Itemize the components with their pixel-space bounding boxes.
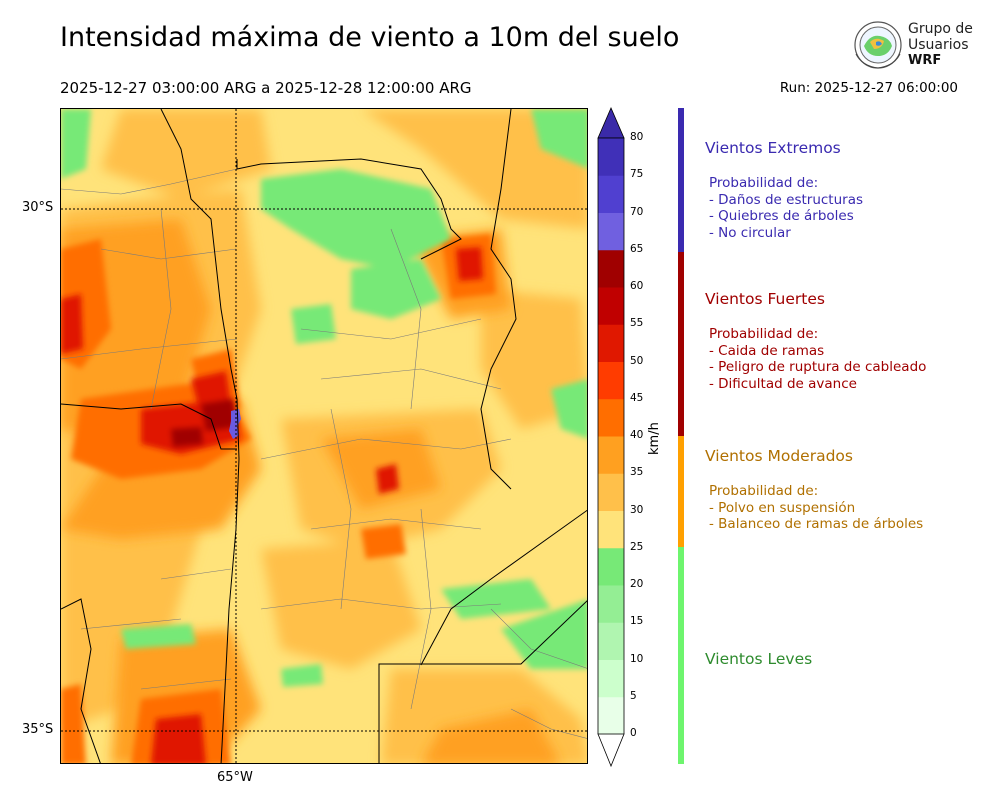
colorbar-tick-label: 55	[630, 317, 644, 330]
category-desc-line: Probabilidad de:	[709, 326, 819, 342]
colorbar-tick-label: 0	[630, 727, 637, 739]
category-bar-strong	[678, 252, 684, 436]
lat-label-35s: 35°S	[22, 722, 54, 737]
logo-text-line1: Grupo de	[908, 21, 973, 37]
colorbar-tick-label: 30	[630, 503, 644, 516]
colorbar-tick-label: 35	[630, 466, 644, 479]
page-title: Intensidad máxima de viento a 10m del su…	[60, 22, 680, 53]
colorbar-tick-label: 45	[630, 391, 644, 404]
colorbar-tick-label: 65	[630, 242, 644, 255]
colorbar-tick-label: 75	[630, 168, 644, 181]
colorbar-tick-label: 10	[630, 652, 644, 665]
colorbar-segment	[598, 510, 624, 549]
logo-text-line2: Usuarios	[908, 37, 969, 53]
colorbar-segment	[598, 696, 624, 735]
colorbar-tick-label: 25	[630, 540, 644, 553]
category-strong: Vientos Fuertes Probabilidad de: - Caida…	[705, 290, 926, 392]
colorbar-segment	[598, 547, 624, 586]
category-desc-line: Probabilidad de:	[709, 483, 819, 499]
colorbar-ticks: 0 5 10 15 20 25 30 35 40 45 50 55 60 65 70 75 80	[626, 0, 666, 800]
colorbar-under-arrow	[597, 733, 625, 768]
category-desc-line: - Balanceo de ramas de árboles	[709, 516, 924, 532]
category-desc-line: - Polvo en suspensión	[709, 499, 856, 516]
colorbar-graphic	[597, 106, 625, 768]
wind-field-map	[61, 109, 587, 763]
colorbar-segment	[598, 473, 624, 511]
colorbar	[596, 106, 626, 768]
category-desc-line: Probabilidad de:	[709, 175, 819, 191]
logo-graphic: Grupo de Usuarios WRF	[854, 21, 973, 69]
category-name: Vientos Leves	[705, 650, 813, 668]
date-range: 2025-12-27 03:00:00 ARG a 2025-12-28 12:…	[60, 79, 472, 97]
category-desc-line: - Quiebres de árboles	[709, 208, 854, 224]
colorbar-tick-label: 80	[630, 131, 644, 143]
colorbar-segment	[598, 212, 624, 251]
category-description: Probabilidad de: - Caida de ramas - Peli…	[709, 326, 926, 392]
category-moderate: Vientos Moderados Probabilidad de: - Pol…	[705, 447, 923, 533]
lon-label-65w: 65°W	[217, 770, 253, 785]
lat-label-30s: 30°S	[22, 200, 54, 215]
category-description: Probabilidad de: - Daños de estructuras …	[709, 175, 863, 241]
category-bar-light	[678, 547, 684, 764]
colorbar-tick-label: 40	[630, 429, 644, 441]
colorbar-tick-label: 50	[630, 354, 644, 367]
colorbar-tick-label: 15	[630, 615, 644, 628]
colorbar-segment	[598, 324, 624, 362]
wind-map	[60, 108, 588, 764]
colorbar-segment	[598, 175, 624, 213]
colorbar-segment	[598, 622, 624, 660]
colorbar-frame	[597, 137, 625, 735]
category-description: Probabilidad de: - Polvo en suspensión -…	[709, 483, 923, 533]
colorbar-tick-label: 5	[630, 689, 637, 702]
colorbar-over-arrow	[597, 106, 625, 139]
colorbar-segment	[598, 361, 624, 400]
severe-wind-areas	[171, 399, 237, 447]
run-timestamp: Run: 2025-12-27 06:00:00	[779, 80, 958, 96]
department-boundaries	[61, 168, 587, 739]
light-wind-areas	[61, 109, 587, 687]
wrf-logo: Grupo de Usuarios WRF	[848, 16, 973, 72]
category-desc-line: - Peligro de ruptura de cableado	[709, 359, 927, 375]
category-desc-line: - Dificultad de avance	[709, 375, 857, 392]
colorbar-tick-label: 60	[630, 280, 644, 292]
colorbar-segment	[598, 585, 624, 623]
category-name: Vientos Extremos	[705, 139, 841, 157]
category-desc-line: - Daños de estructuras	[709, 191, 864, 208]
colorbar-tick-label: 20	[630, 578, 644, 590]
category-bar-extreme	[678, 108, 684, 252]
colorbar-unit-label: km/h	[647, 422, 662, 455]
colorbar-tick-label: 70	[630, 205, 644, 218]
colorbar-segment	[598, 659, 624, 698]
category-desc-line: - No circular	[709, 224, 791, 241]
graticule	[61, 109, 587, 763]
category-bar-moderate	[678, 436, 684, 547]
category-name: Vientos Fuertes	[705, 290, 825, 308]
category-light: Vientos Leves	[705, 650, 812, 668]
colorbar-segment	[598, 436, 624, 474]
colorbar-segment	[598, 138, 624, 176]
logo-text-line3: WRF	[908, 53, 941, 68]
category-name: Vientos Moderados	[705, 447, 853, 465]
colorbar-segment	[598, 287, 624, 325]
category-desc-line: - Caida de ramas	[709, 342, 825, 359]
category-extreme: Vientos Extremos Probabilidad de: - Daño…	[705, 139, 863, 241]
colorbar-segment	[598, 398, 624, 437]
colorbar-segment	[598, 249, 624, 288]
